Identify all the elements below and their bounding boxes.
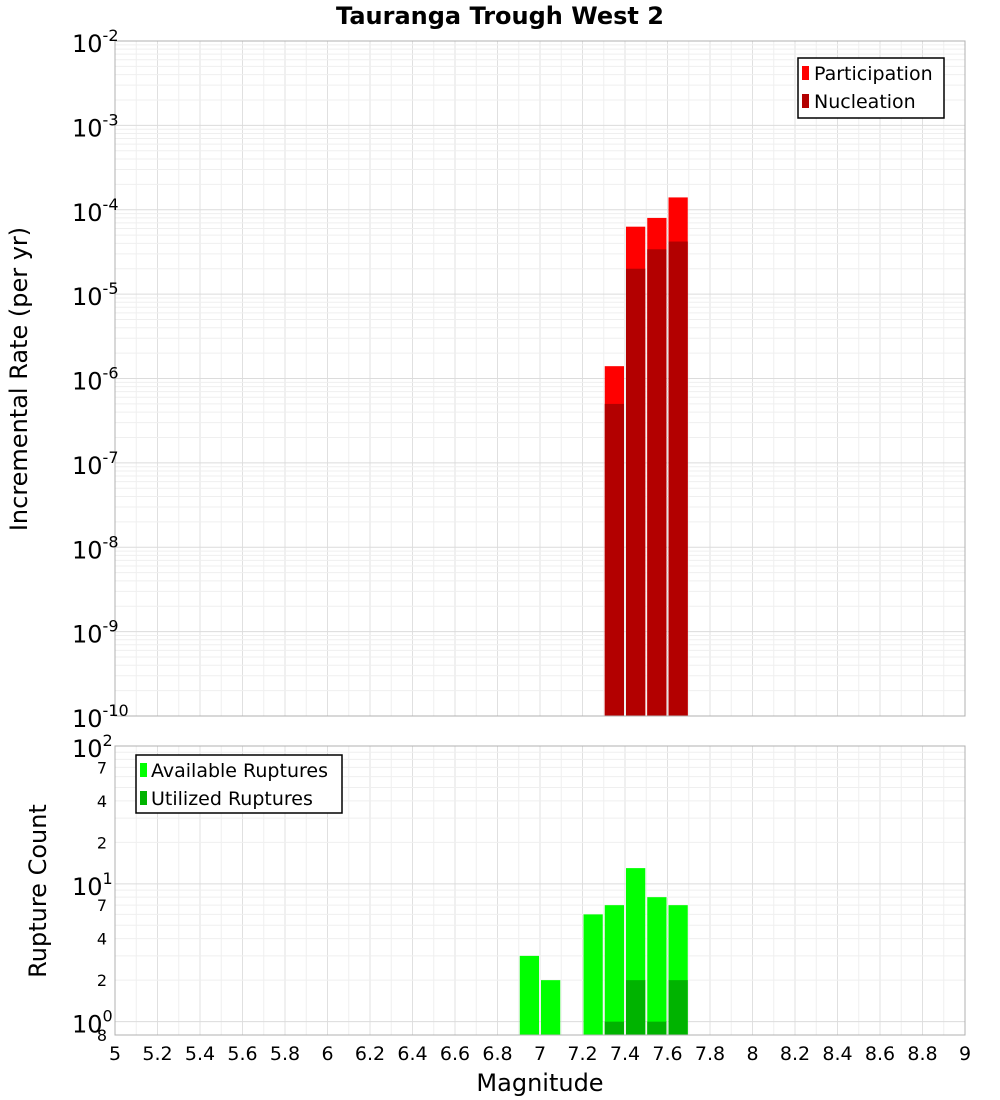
x-tick-label: 8.6 bbox=[865, 1043, 895, 1065]
legend-label-available-ruptures: Available Ruptures bbox=[151, 760, 328, 782]
bar-nucleation bbox=[626, 268, 646, 716]
y-tick-label: 100 bbox=[72, 1007, 113, 1039]
bar-available-ruptures bbox=[604, 905, 624, 1035]
y-minor-tick-label: 7 bbox=[97, 896, 107, 915]
bottom-y-axis-title: Rupture Count bbox=[24, 804, 52, 978]
bar-available-ruptures bbox=[583, 914, 603, 1035]
x-axis-title: Magnitude bbox=[476, 1069, 603, 1097]
legend-label-participation: Participation bbox=[814, 63, 933, 85]
y-tick-label: 10-3 bbox=[72, 110, 119, 142]
x-tick-label: 9 bbox=[959, 1043, 971, 1065]
x-tick-label: 8.4 bbox=[822, 1043, 852, 1065]
top-plot-grid bbox=[114, 41, 966, 717]
bar-utilized-ruptures bbox=[604, 1021, 624, 1035]
y-minor-tick-label: 4 bbox=[97, 792, 107, 811]
x-tick-label: 6.4 bbox=[397, 1043, 427, 1065]
bar-utilized-ruptures bbox=[647, 1021, 667, 1035]
top-plot-y-ticks: 10-10 10-9 10-8 10-7 10-6 10-5 10-4 10-3 10-2 bbox=[72, 26, 129, 733]
incremental-rate-plot: 10-10 10-9 10-8 10-7 10-6 10-5 10-4 10-3 10-2 Pa… bbox=[5, 26, 966, 733]
x-tick-label: 6.2 bbox=[355, 1043, 385, 1065]
x-tick-label: 5.8 bbox=[270, 1043, 300, 1065]
x-tick-label: 6.8 bbox=[482, 1043, 512, 1065]
x-tick-label: 5.4 bbox=[185, 1043, 215, 1065]
legend-label-utilized-ruptures: Utilized Ruptures bbox=[151, 788, 313, 810]
x-tick-label: 7.4 bbox=[610, 1043, 640, 1065]
y-tick-label: 10-7 bbox=[72, 448, 119, 480]
y-tick-label: 10-8 bbox=[72, 532, 119, 564]
x-tick-label: 8.8 bbox=[907, 1043, 937, 1065]
top-legend: Participation Nucleation bbox=[797, 57, 945, 119]
legend-swatch-available-ruptures bbox=[140, 763, 147, 777]
y-minor-tick-label: 8 bbox=[97, 1026, 107, 1045]
y-tick-label: 10-6 bbox=[72, 364, 119, 396]
x-tick-label: 7.6 bbox=[652, 1043, 682, 1065]
y-tick-label: 10-10 bbox=[72, 701, 129, 733]
x-tick-label: 6 bbox=[321, 1043, 333, 1065]
legend-swatch-nucleation bbox=[802, 94, 809, 108]
bottom-plot-bars bbox=[519, 868, 688, 1035]
bottom-plot-frame bbox=[114, 745, 966, 1036]
x-axis-ticks: 5 5.2 5.4 5.6 5.8 6 6.2 6.4 6.6 6.8 7 7.2 7.4 7.6 7.8 8… bbox=[109, 1043, 971, 1065]
bar-utilized-ruptures bbox=[626, 980, 646, 1035]
bar-available-ruptures bbox=[541, 980, 561, 1035]
bar-available-ruptures bbox=[519, 955, 539, 1035]
bar-nucleation bbox=[647, 249, 667, 716]
top-y-axis-title: Incremental Rate (per yr) bbox=[5, 227, 33, 531]
x-tick-label: 5 bbox=[109, 1043, 121, 1065]
y-minor-tick-label: 4 bbox=[97, 930, 107, 949]
bottom-legend: Available Ruptures Utilized Ruptures bbox=[135, 754, 343, 814]
x-tick-label: 7 bbox=[534, 1043, 546, 1065]
chart-title: Tauranga Trough West 2 bbox=[336, 2, 664, 30]
legend-swatch-utilized-ruptures bbox=[140, 791, 147, 805]
top-plot-frame bbox=[114, 40, 966, 717]
y-tick-label: 101 bbox=[72, 869, 113, 901]
bar-nucleation bbox=[668, 241, 688, 717]
bar-nucleation bbox=[604, 403, 624, 716]
rupture-count-plot: 100 101 102 8 2 4 7 2 4 7 5 5.2 5.4 5.6 5.8 6 6.2 6.4 6.6… bbox=[24, 731, 971, 1097]
x-tick-label: 5.2 bbox=[142, 1043, 172, 1065]
y-minor-tick-label: 2 bbox=[97, 971, 107, 990]
top-plot-bars bbox=[604, 197, 688, 717]
x-tick-label: 8 bbox=[746, 1043, 758, 1065]
legend-swatch-participation bbox=[802, 66, 809, 80]
y-minor-tick-label: 7 bbox=[97, 758, 107, 777]
y-minor-tick-label: 2 bbox=[97, 833, 107, 852]
bar-utilized-ruptures bbox=[668, 980, 688, 1035]
x-tick-label: 7.8 bbox=[695, 1043, 725, 1065]
legend-label-nucleation: Nucleation bbox=[814, 91, 916, 113]
bar-available-ruptures bbox=[647, 897, 667, 1035]
bottom-plot-y-ticks: 100 101 102 8 2 4 7 2 4 7 bbox=[72, 731, 113, 1045]
x-tick-label: 5.6 bbox=[227, 1043, 257, 1065]
x-tick-label: 7.2 bbox=[567, 1043, 597, 1065]
x-tick-label: 6.6 bbox=[440, 1043, 470, 1065]
y-tick-label: 10-4 bbox=[72, 195, 119, 227]
top-legend-box bbox=[797, 57, 945, 119]
y-tick-label: 102 bbox=[72, 731, 113, 763]
y-tick-label: 10-2 bbox=[72, 26, 119, 58]
y-tick-label: 10-9 bbox=[72, 617, 119, 649]
y-tick-label: 10-5 bbox=[72, 279, 119, 311]
x-tick-label: 8.2 bbox=[780, 1043, 810, 1065]
bottom-legend-box bbox=[135, 754, 343, 814]
